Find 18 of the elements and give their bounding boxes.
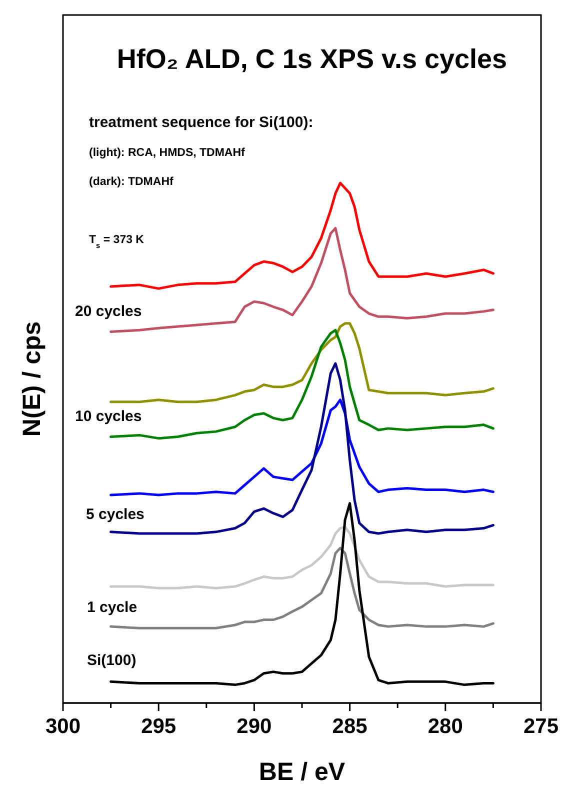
x-tick-label: 290 [236,715,272,738]
x-tick-label: 300 [45,715,81,738]
x-tick-label: 285 [332,715,368,738]
text: treatment sequence for Si(100): [89,114,314,131]
x-tick-label: 280 [428,715,463,738]
annotation: 5 cycles [86,506,144,523]
annotation: (dark): TDMAHf [89,176,174,188]
x-tick-label: 295 [141,715,176,738]
annotation: T$_{s}$ = 373 K [89,234,145,250]
text: (light): RCA, HMDS, TDMAHf [89,147,246,159]
annotation: 1 cycle [87,599,138,616]
annotation: 20 cycles [75,303,142,320]
y-axis-title: N(E) / cps [18,321,46,437]
chart-title: HfO₂ ALD, C 1s XPS v.s cycles [116,44,508,74]
x-axis-title: BE / eV [258,758,346,786]
x-tick-label: 275 [523,715,559,738]
annotation: Si(100) [87,652,136,669]
annotation: 10 cycles [75,408,142,425]
